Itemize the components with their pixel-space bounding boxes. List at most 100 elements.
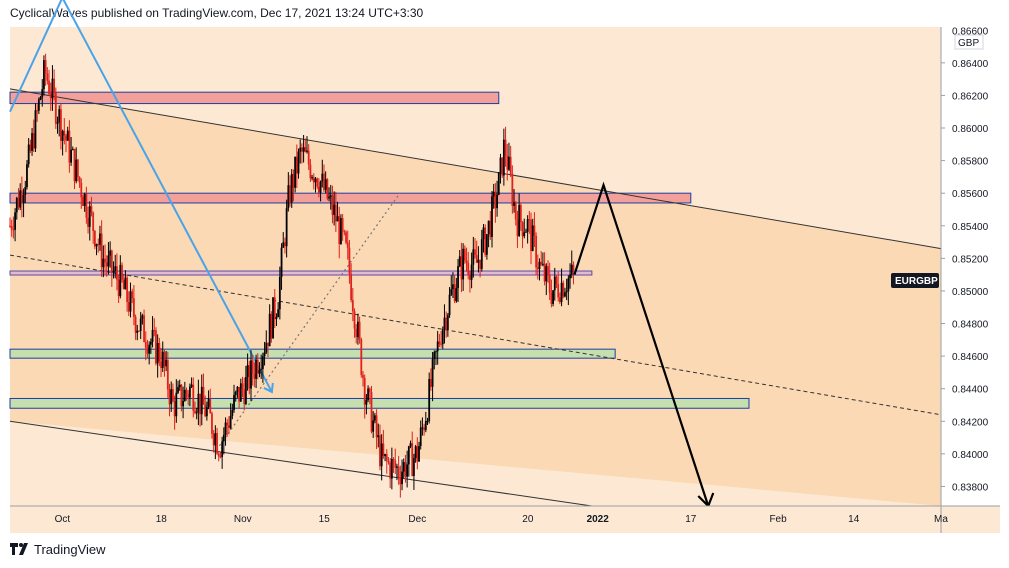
candle-body <box>107 255 110 267</box>
zone-resistance-0 <box>9 91 500 105</box>
candle-body <box>530 219 532 251</box>
candle-body <box>367 388 369 400</box>
candle-body <box>109 250 112 256</box>
candle-body <box>255 359 257 379</box>
candle-body <box>148 344 151 354</box>
candle-body <box>207 399 210 408</box>
candle-body <box>253 374 256 379</box>
candle-body <box>36 110 39 112</box>
candle-body <box>251 360 254 375</box>
candle-body <box>19 190 22 208</box>
publish-info: CyclicalWaves published on TradingView.c… <box>10 6 424 20</box>
candle-body <box>170 389 173 405</box>
candle-body <box>295 156 298 174</box>
candle-body <box>172 389 174 402</box>
candle-body <box>548 274 551 293</box>
candle-body <box>384 454 386 457</box>
candle-body <box>321 173 324 182</box>
candle-body <box>260 368 263 370</box>
candle-body <box>394 460 397 468</box>
candle-body <box>538 261 541 270</box>
candle-body <box>44 60 47 74</box>
candle-body <box>141 315 144 319</box>
candle-body <box>156 342 159 364</box>
candle-body <box>248 365 251 389</box>
candle-body <box>53 78 56 93</box>
brand-name[interactable]: TradingView <box>34 542 106 557</box>
candle-body <box>504 139 507 156</box>
candle-body <box>316 178 319 187</box>
candle-body <box>299 147 302 152</box>
candle-body <box>180 384 183 407</box>
symbol-badge-label: EURGBP <box>895 276 938 287</box>
candle-body <box>58 109 61 123</box>
candle-body <box>134 316 137 333</box>
candle-body <box>163 351 166 367</box>
candle-body <box>558 297 561 303</box>
candle-body <box>331 195 334 215</box>
candle-body <box>272 297 274 339</box>
candle-body <box>324 179 327 190</box>
candle-body <box>497 172 500 195</box>
candle-body <box>357 321 359 338</box>
candle-body <box>323 173 325 190</box>
candle-body <box>406 464 409 477</box>
candle-body <box>350 273 353 301</box>
candle-body <box>200 386 203 415</box>
candle-body <box>112 270 115 273</box>
candle-body <box>380 443 383 467</box>
zone-pivot-2 <box>9 270 593 276</box>
candle-body <box>328 196 330 199</box>
axes-layer: 0.86400 0.86200 0.86000 0.85800 0.85600 0.854… <box>10 26 1000 533</box>
price-tick-label: 0.83800 <box>952 482 989 493</box>
candle-body <box>514 202 517 220</box>
candle-body <box>377 435 380 438</box>
candle-body <box>97 243 100 245</box>
footer: TradingView <box>10 542 106 557</box>
candle-body <box>211 413 213 434</box>
candle-body <box>12 229 15 231</box>
candle-body <box>268 313 271 347</box>
price-tick-label: 0.85800 <box>952 157 989 168</box>
zone-support-4 <box>9 397 750 409</box>
candle-body <box>73 149 76 182</box>
candle-body <box>407 446 410 465</box>
candle-body <box>234 392 237 395</box>
candle-body <box>373 415 376 421</box>
time-tick-label: 17 <box>685 514 697 525</box>
candle-body <box>499 157 502 173</box>
candle-body <box>273 297 276 320</box>
candle-body <box>390 458 393 479</box>
candle-body <box>536 267 539 270</box>
candle-body <box>535 235 538 268</box>
candle-body <box>382 443 385 457</box>
candle-body <box>564 292 566 297</box>
candle-body <box>379 435 381 467</box>
candle-body <box>474 249 476 256</box>
candle-body <box>470 264 473 280</box>
candle-body <box>226 422 229 426</box>
candle-body <box>212 433 215 446</box>
tradingview-logo-icon[interactable] <box>10 542 30 557</box>
candle-body <box>10 226 13 230</box>
price-tick-label: 0.86400 <box>952 59 989 70</box>
candle-body <box>217 453 220 457</box>
candle-body <box>423 427 426 431</box>
candle-body <box>161 351 164 368</box>
candle-body <box>60 109 62 141</box>
candle-body <box>166 359 169 390</box>
candle-body <box>114 266 117 271</box>
candle-body <box>56 122 59 124</box>
candle-body <box>314 178 317 183</box>
candle-body <box>187 393 190 398</box>
candle-body <box>482 227 485 240</box>
candle-body <box>219 456 222 458</box>
candle-body <box>122 279 125 290</box>
candle-body <box>194 410 196 413</box>
candle-body <box>387 461 390 463</box>
candle-body <box>519 205 522 223</box>
candle-body <box>411 443 414 476</box>
candle-body <box>258 369 261 374</box>
candle-body <box>61 130 64 141</box>
